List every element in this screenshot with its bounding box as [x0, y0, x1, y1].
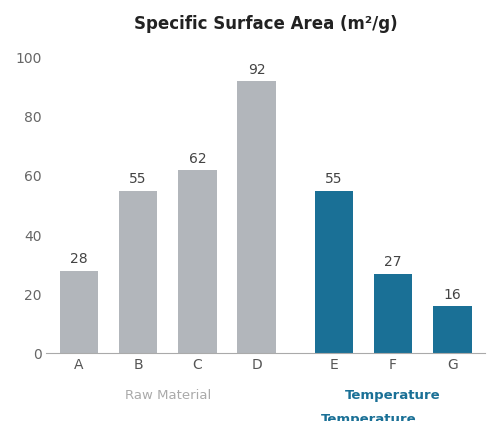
Bar [60, 271, 98, 354]
Bar [119, 191, 158, 354]
Text: Temperature: Temperature [321, 413, 416, 421]
Bar [433, 306, 472, 354]
Text: Raw Material: Raw Material [124, 389, 211, 402]
Text: 27: 27 [384, 255, 402, 269]
Text: 55: 55 [130, 172, 147, 187]
Text: Temperature: Temperature [346, 389, 441, 402]
Bar [178, 170, 216, 354]
Title: Specific Surface Area (m²/g): Specific Surface Area (m²/g) [134, 15, 398, 33]
Text: 55: 55 [325, 172, 342, 187]
Text: 62: 62 [188, 152, 206, 165]
Bar [374, 274, 412, 354]
Bar [314, 191, 353, 354]
Text: 92: 92 [248, 63, 266, 77]
Text: 16: 16 [444, 288, 462, 302]
Text: 28: 28 [70, 252, 87, 266]
Bar [238, 81, 276, 354]
